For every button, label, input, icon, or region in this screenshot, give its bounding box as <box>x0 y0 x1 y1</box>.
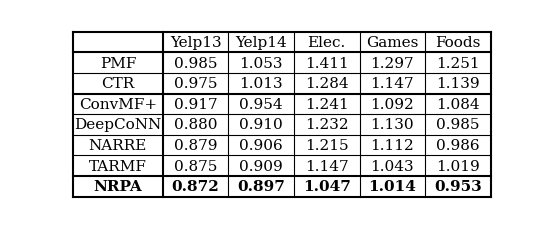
Text: 1.232: 1.232 <box>305 118 349 132</box>
Text: 1.019: 1.019 <box>436 159 480 173</box>
Text: 0.879: 0.879 <box>174 138 217 152</box>
Text: 1.411: 1.411 <box>305 56 349 70</box>
Text: 0.985: 0.985 <box>174 56 217 70</box>
Text: 1.251: 1.251 <box>436 56 480 70</box>
Text: NRPA: NRPA <box>94 180 142 193</box>
Text: 1.284: 1.284 <box>305 77 349 91</box>
Text: 1.241: 1.241 <box>305 97 349 111</box>
Text: 1.014: 1.014 <box>368 180 416 193</box>
Text: ConvMF+: ConvMF+ <box>79 97 157 111</box>
Text: 0.872: 0.872 <box>172 180 219 193</box>
Text: NARRE: NARRE <box>89 138 147 152</box>
Text: 0.875: 0.875 <box>174 159 217 173</box>
Text: 1.215: 1.215 <box>305 138 349 152</box>
Text: 1.047: 1.047 <box>303 180 351 193</box>
Text: TARMF: TARMF <box>89 159 147 173</box>
Text: 1.112: 1.112 <box>371 138 414 152</box>
Text: PMF: PMF <box>100 56 136 70</box>
Text: CTR: CTR <box>101 77 135 91</box>
Text: 1.053: 1.053 <box>239 56 283 70</box>
Text: 0.880: 0.880 <box>174 118 217 132</box>
Text: 1.147: 1.147 <box>371 77 414 91</box>
Text: 0.906: 0.906 <box>239 138 283 152</box>
Text: Foods: Foods <box>435 36 481 50</box>
Text: 0.985: 0.985 <box>436 118 480 132</box>
Text: 1.092: 1.092 <box>371 97 414 111</box>
Text: 1.043: 1.043 <box>371 159 414 173</box>
Text: 1.013: 1.013 <box>239 77 283 91</box>
Text: 0.909: 0.909 <box>239 159 283 173</box>
Text: 1.297: 1.297 <box>371 56 414 70</box>
Text: Yelp14: Yelp14 <box>235 36 287 50</box>
Text: 0.917: 0.917 <box>174 97 217 111</box>
Text: 0.975: 0.975 <box>174 77 217 91</box>
Text: Elec.: Elec. <box>307 36 346 50</box>
Text: 1.084: 1.084 <box>436 97 480 111</box>
Text: 0.986: 0.986 <box>436 138 480 152</box>
Text: Yelp13: Yelp13 <box>170 36 222 50</box>
Text: DeepCoNN: DeepCoNN <box>74 118 162 132</box>
Text: 0.953: 0.953 <box>434 180 482 193</box>
Text: 1.130: 1.130 <box>371 118 414 132</box>
Text: 0.910: 0.910 <box>239 118 283 132</box>
Text: 0.897: 0.897 <box>237 180 285 193</box>
Text: 0.954: 0.954 <box>239 97 283 111</box>
Text: Games: Games <box>366 36 419 50</box>
Text: 1.147: 1.147 <box>305 159 349 173</box>
Text: 1.139: 1.139 <box>436 77 480 91</box>
